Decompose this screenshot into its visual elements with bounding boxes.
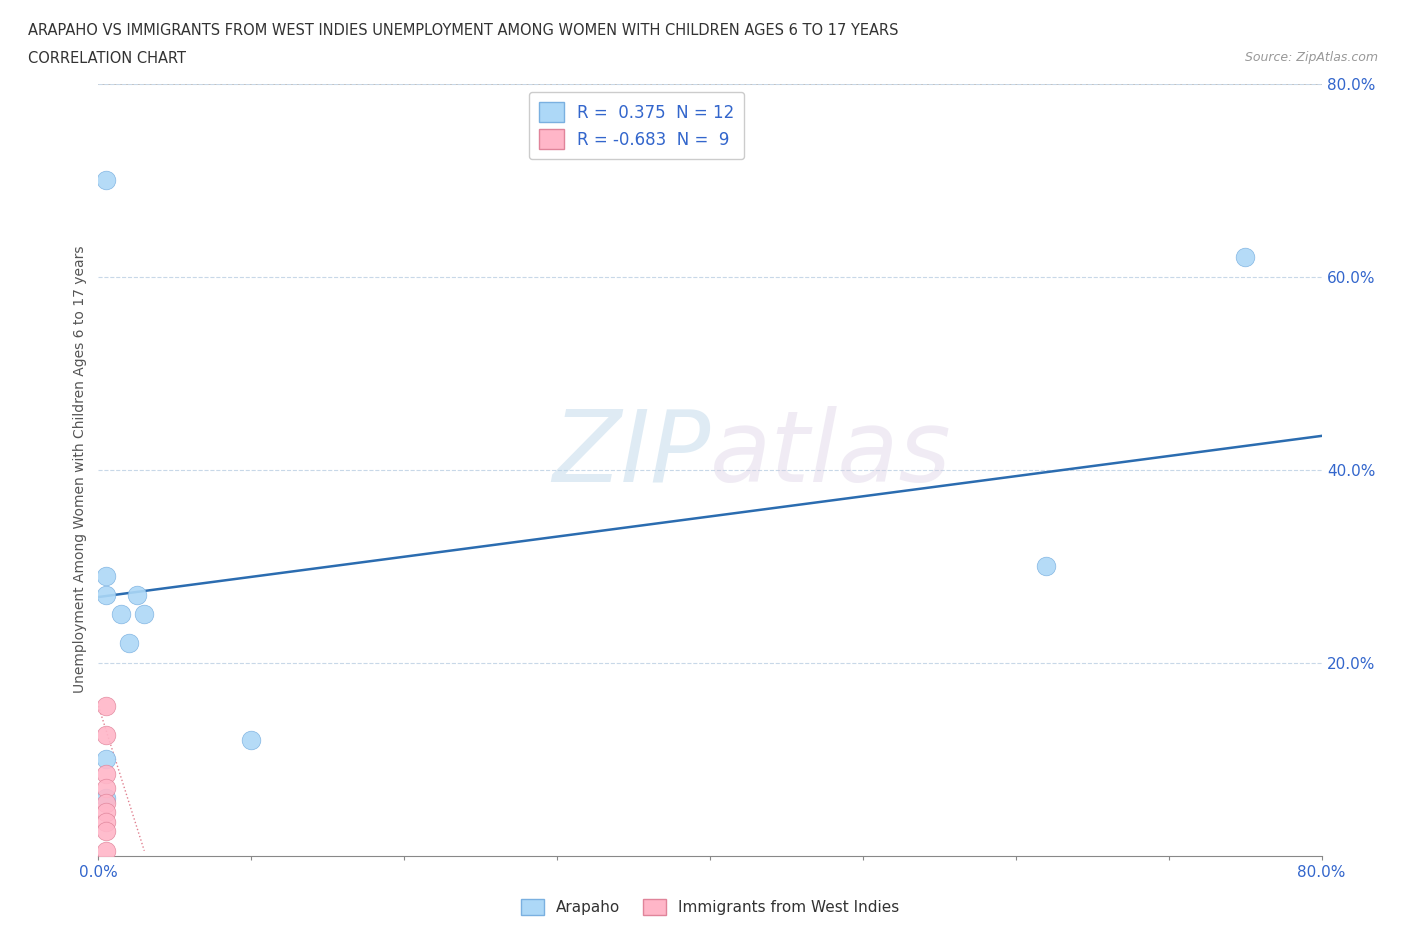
Y-axis label: Unemployment Among Women with Children Ages 6 to 17 years: Unemployment Among Women with Children A…: [73, 246, 87, 694]
Point: [118, 636, 141, 651]
Point: [94, 795, 117, 810]
Point: [134, 607, 156, 622]
Point: [125, 588, 148, 603]
Point: [94, 766, 117, 781]
Point: [94, 568, 117, 583]
Text: atlas: atlas: [710, 405, 952, 503]
Text: Source: ZipAtlas.com: Source: ZipAtlas.com: [1244, 51, 1378, 64]
Point: [94, 815, 117, 830]
Text: CORRELATION CHART: CORRELATION CHART: [28, 51, 186, 66]
Point: [94, 824, 117, 839]
Point: [94, 727, 117, 742]
Point: [94, 751, 117, 766]
Point: [94, 780, 117, 795]
Point: [94, 790, 117, 805]
Point: [94, 844, 117, 858]
Point: [1234, 250, 1257, 265]
Text: ZIP: ZIP: [551, 405, 710, 503]
Point: [94, 804, 117, 819]
Point: [1035, 559, 1057, 574]
Point: [94, 173, 117, 188]
Point: [94, 698, 117, 713]
Legend: Arapaho, Immigrants from West Indies: Arapaho, Immigrants from West Indies: [515, 893, 905, 922]
Point: [240, 733, 263, 748]
Point: [110, 607, 132, 622]
Text: ARAPAHO VS IMMIGRANTS FROM WEST INDIES UNEMPLOYMENT AMONG WOMEN WITH CHILDREN AG: ARAPAHO VS IMMIGRANTS FROM WEST INDIES U…: [28, 23, 898, 38]
Point: [94, 588, 117, 603]
